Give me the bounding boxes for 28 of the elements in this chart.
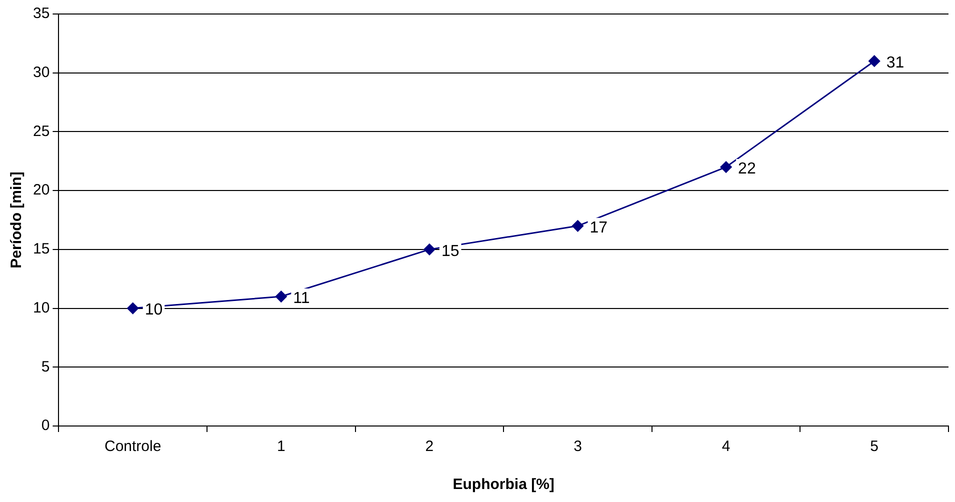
x-axis-title: Euphorbia [%] — [452, 476, 554, 494]
x-tick-label: 4 — [722, 438, 730, 456]
data-label: 10 — [144, 302, 163, 319]
x-tick-label: 1 — [276, 438, 286, 456]
data-label: 15 — [441, 242, 460, 260]
point — [275, 290, 287, 302]
data-label: 17 — [590, 219, 608, 236]
point — [424, 244, 436, 256]
point — [127, 302, 139, 314]
point — [572, 220, 584, 232]
point — [868, 55, 880, 67]
y-tick-label: 20 — [32, 182, 50, 199]
y-tick-label: 15 — [32, 240, 50, 258]
y-tick-label: 0 — [41, 417, 50, 434]
data-label: 11 — [293, 290, 310, 307]
data-label: 22 — [738, 160, 756, 178]
x-tick-label: 2 — [425, 438, 434, 456]
y-tick-label: 5 — [41, 358, 50, 376]
y-tick-label: 25 — [32, 122, 50, 140]
y-axis-title: Período [min] — [8, 172, 26, 268]
y-tick-label: 10 — [32, 299, 50, 316]
x-tick-label: 5 — [870, 438, 879, 456]
x-tick-label: 3 — [574, 438, 582, 456]
y-tick-label: 30 — [32, 64, 50, 81]
x-tick-label: Controle — [104, 438, 162, 456]
data-label: 31 — [886, 54, 904, 72]
y-tick-label: 35 — [32, 5, 50, 22]
point — [720, 161, 732, 173]
